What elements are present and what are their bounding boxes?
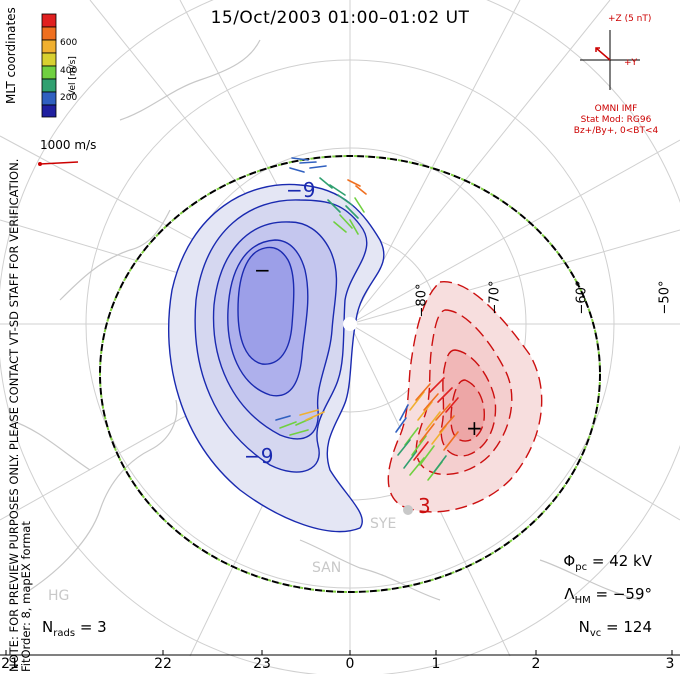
lambda-value: = −59° (595, 585, 653, 603)
velocity-scale-bar (38, 161, 79, 166)
imf-source: OMNI IMF (594, 104, 638, 114)
mlt-tick-21: 21 (1, 656, 19, 672)
mlt-tick-1: 1 (431, 656, 441, 672)
phi-value: = 42 kV (591, 552, 652, 570)
lat-label-70: −70° (487, 280, 503, 315)
nvc-symbol: N (578, 618, 590, 636)
lambda-symbol: Λ (564, 585, 575, 603)
imf-dial (580, 30, 640, 90)
imf-info: OMNI IMF Stat Mod: RG96 Bz+/By+, 0<BT<4 (556, 104, 676, 137)
mlt-tick-3: 3 (665, 656, 675, 672)
contour-label-pos-outer: 3 (418, 494, 431, 518)
lat-label-50: −50° (657, 280, 673, 315)
imf-z-label: +Z (5 nT) (608, 14, 652, 24)
colorbar-tick-400: 400 (60, 66, 78, 76)
station-hg: HG (48, 588, 70, 604)
nrads-value: = 3 (79, 618, 107, 636)
stat-phi-pc: Φpc = 42 kV (563, 552, 652, 573)
preview-note: NOTE: FOR PREVIEW PURPOSES ONLY. PLEASE … (7, 12, 33, 672)
positive-cell (387, 281, 543, 513)
contour-label-neg-inner: −9 (244, 444, 274, 468)
mlt-axis-ticks (5, 650, 673, 655)
phi-symbol: Φ (563, 552, 576, 570)
station-sye: SYE (370, 516, 397, 532)
preview-note-line2: FitOrder: 8, mapEX format (19, 521, 33, 672)
mlt-tick-23: 23 (253, 656, 271, 672)
phi-sub: pc (575, 562, 588, 573)
imf-y-label: +Y (624, 58, 638, 68)
stat-model: Stat Mod: RG96 (580, 115, 652, 125)
nrads-symbol: N (42, 618, 54, 636)
mlt-axis: 21 22 23 0 1 2 3 (0, 656, 680, 674)
lambda-sub: HM (574, 595, 591, 606)
mlt-coordinates-label: MLT coordinates (4, 7, 18, 104)
coastline (9, 39, 641, 601)
stat-nvc: Nvc = 124 (579, 618, 652, 639)
mlt-tick-0: 0 (345, 656, 355, 672)
colorbar-tick-200: 200 (60, 93, 78, 103)
mlt-tick-2: 2 (531, 656, 541, 672)
lat-label-80: −80° (414, 283, 430, 318)
map-title: 15/Oct/2003 01:00–01:02 UT (210, 8, 470, 28)
velocity-colorbar (41, 13, 57, 118)
lat-label-60: −60° (574, 280, 590, 315)
nrads-sub: rads (53, 628, 76, 639)
negative-cell (167, 183, 385, 533)
stat-nrads: Nrads = 3 (42, 618, 107, 639)
station-marker (403, 505, 413, 515)
contour-label-neg-outer: −9 (286, 178, 316, 202)
nvc-sub: vc (589, 628, 602, 639)
station-san: SAN (312, 560, 342, 576)
pole-marker (343, 317, 357, 331)
nvc-value: = 124 (606, 618, 652, 636)
stat-lambda-hm: ΛHM = −59° (564, 585, 652, 606)
imf-condition: Bz+/By+, 0<BT<4 (573, 126, 659, 136)
hm-boundary-green (99, 155, 601, 593)
colorbar-label: Vel [m/s] (68, 56, 78, 96)
velocity-scale-label: 1000 m/s (40, 138, 97, 152)
colorbar-tick-600: 600 (60, 38, 78, 48)
contour-label-pos-center: + (466, 416, 483, 440)
mlt-tick-22: 22 (154, 656, 172, 672)
contour-label-neg-center: − (254, 258, 271, 282)
velocity-vectors (275, 157, 459, 481)
